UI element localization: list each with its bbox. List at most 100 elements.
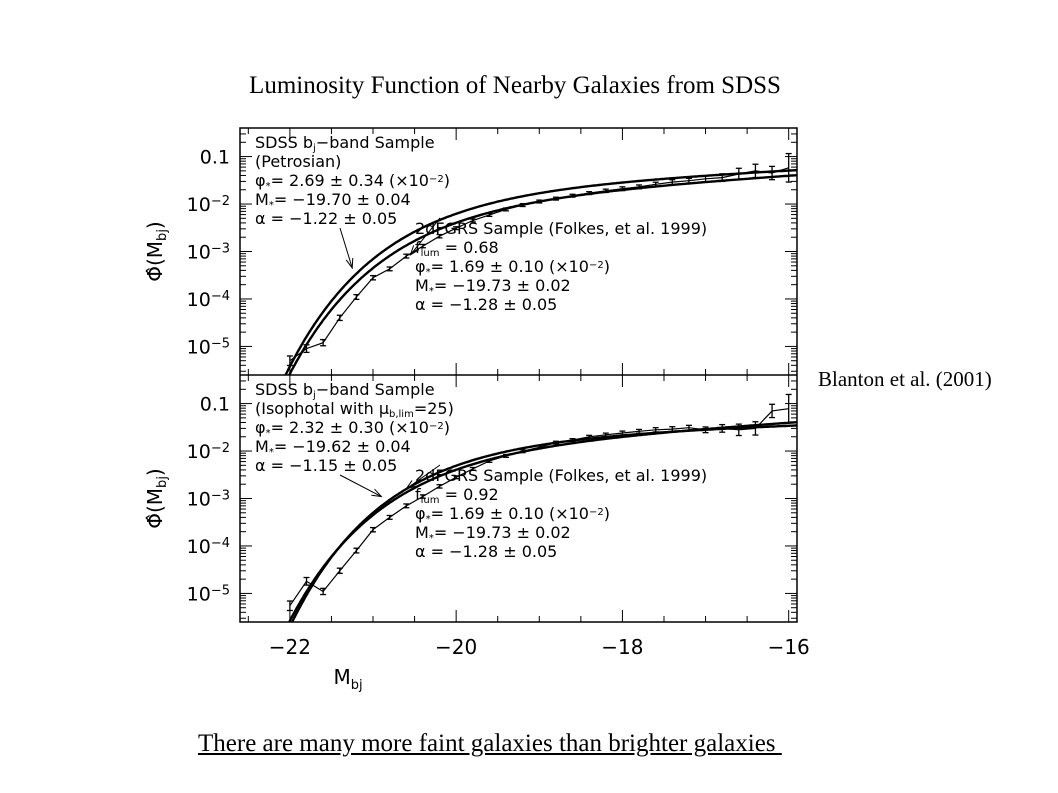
x-axis-label: Mbj bbox=[334, 665, 363, 693]
legend-line: flum = 0.68 bbox=[415, 238, 499, 259]
y-ticks-panel-1: 0.1 10−2 10−3 10−4 10−5 bbox=[187, 127, 797, 372]
legend-line: SDSS bj−band Sample bbox=[255, 380, 435, 401]
data-point bbox=[453, 226, 460, 231]
data-point bbox=[735, 423, 742, 437]
y-tick-label: 0.1 bbox=[200, 394, 230, 416]
legend-line: φ*= 2.32 ± 0.30 (×10−2) bbox=[255, 418, 450, 439]
data-point bbox=[685, 424, 692, 431]
slide-title: Luminosity Function of Nearby Galaxies f… bbox=[249, 72, 781, 99]
data-point bbox=[702, 175, 709, 183]
data-point bbox=[386, 514, 393, 520]
legend-line: φ*= 1.69 ± 0.10 (×10−2) bbox=[415, 504, 610, 525]
data-point bbox=[403, 503, 410, 509]
data-point bbox=[536, 199, 543, 204]
sdss-legend-arrow bbox=[339, 474, 383, 498]
x-tick-label: −22 bbox=[269, 635, 311, 659]
data-point bbox=[486, 458, 493, 463]
twodf-legend-arrow bbox=[409, 217, 441, 256]
data-point bbox=[685, 177, 692, 184]
arrow-head bbox=[371, 488, 383, 498]
y-tick-label: 10−3 bbox=[187, 242, 230, 264]
data-point bbox=[719, 173, 726, 183]
sdss-fit-legend: SDSS bj−band Sample(Petrosian)φ*= 2.69 ±… bbox=[255, 133, 450, 228]
data-point bbox=[569, 438, 576, 443]
data-point bbox=[719, 423, 726, 433]
y-ticks-panel-2: 0.1 10−2 10−3 10−4 10−5 bbox=[187, 374, 797, 619]
data-point bbox=[436, 233, 443, 239]
y-tick-label: 0.1 bbox=[200, 147, 230, 169]
axis-labels: Φ̂(Mbj) Φ̂(Mbj) −22 −20 −18 −16 Mbj bbox=[143, 221, 810, 692]
data-point bbox=[586, 434, 593, 439]
panel-2: 0.1 10−2 10−3 10−4 10−5 SDSS bj−band Sample(I… bbox=[187, 374, 797, 622]
citation: Blanton et al. (2001) bbox=[818, 367, 992, 391]
twodf-fit-legend: 2dFGRS Sample (Folkes, et al. 1999)flum … bbox=[415, 466, 707, 561]
arrow-head bbox=[405, 480, 417, 490]
y-tick-label: 10−4 bbox=[187, 289, 230, 311]
data-point bbox=[652, 181, 659, 188]
panel-1: 0.1 10−2 10−3 10−4 10−5 SDSS bj−band Sample(P… bbox=[187, 127, 797, 375]
data-point bbox=[419, 494, 426, 499]
data-point bbox=[602, 432, 609, 438]
data-point bbox=[503, 207, 510, 212]
data-point bbox=[536, 445, 543, 450]
data-point bbox=[353, 293, 360, 301]
data-point bbox=[336, 567, 343, 575]
data-point bbox=[636, 428, 643, 434]
legend-line: (Isophotal with μb,lim=25) bbox=[255, 399, 454, 420]
data-point bbox=[353, 547, 360, 554]
data-point bbox=[486, 212, 493, 217]
y-tick-label: 10−2 bbox=[187, 194, 230, 216]
data-point bbox=[702, 426, 709, 434]
x-ticks-panel-2 bbox=[247, 375, 790, 622]
data-point bbox=[785, 393, 792, 424]
data-point bbox=[320, 338, 327, 347]
legend-line: M*= −19.70 ± 0.04 bbox=[255, 190, 411, 211]
arrow-shaft bbox=[405, 464, 441, 490]
data-point bbox=[785, 152, 792, 183]
legend-line: SDSS bj−band Sample bbox=[255, 133, 435, 154]
data-point bbox=[552, 440, 559, 445]
data-point bbox=[303, 576, 310, 586]
arrow-head bbox=[345, 257, 354, 270]
data-point bbox=[769, 165, 776, 181]
data-point bbox=[752, 421, 759, 436]
arrow-shaft bbox=[410, 217, 441, 256]
data-point bbox=[286, 600, 293, 612]
data-point bbox=[752, 163, 759, 179]
legend-line: M*= −19.73 ± 0.02 bbox=[415, 276, 571, 297]
legend-line: 2dFGRS Sample (Folkes, et al. 1999) bbox=[415, 219, 707, 238]
legend-line: 2dFGRS Sample (Folkes, et al. 1999) bbox=[415, 466, 707, 485]
data-point bbox=[370, 274, 377, 281]
data-point bbox=[303, 344, 310, 354]
sdss-fit-legend: SDSS bj−band Sample(Isophotal with μb,li… bbox=[255, 380, 454, 475]
legend-line: φ*= 1.69 ± 0.10 (×10−2) bbox=[415, 257, 610, 278]
x-ticks-panel-1 bbox=[247, 128, 790, 375]
data-point bbox=[436, 484, 443, 489]
x-tick-label: −20 bbox=[435, 635, 477, 659]
data-point bbox=[636, 184, 643, 190]
data-point bbox=[586, 191, 593, 196]
sdss-legend-arrow bbox=[339, 227, 354, 270]
data-point bbox=[519, 449, 526, 454]
data-point bbox=[519, 203, 526, 208]
y-tick-label: 10−3 bbox=[187, 489, 230, 511]
data-point bbox=[469, 466, 476, 471]
legend-line: α = −1.22 ± 0.05 bbox=[255, 209, 397, 228]
x-tick-label: −16 bbox=[768, 635, 810, 659]
arrow-head bbox=[409, 245, 420, 256]
data-point bbox=[286, 355, 293, 367]
data-point bbox=[669, 426, 676, 433]
data-point bbox=[619, 430, 626, 436]
legend-line: φ*= 2.69 ± 0.34 (×10−2) bbox=[255, 171, 450, 192]
twodf-fit-legend: 2dFGRS Sample (Folkes, et al. 1999)flum … bbox=[415, 219, 707, 314]
y-tick-label: 10−4 bbox=[187, 536, 230, 558]
data-point bbox=[602, 188, 609, 194]
data-point bbox=[320, 587, 327, 596]
data-point bbox=[419, 243, 426, 249]
data-point bbox=[669, 179, 676, 186]
twodf-legend-arrow bbox=[405, 464, 441, 490]
data-point bbox=[619, 186, 626, 192]
data-point bbox=[386, 266, 393, 272]
legend-line: M*= −19.73 ± 0.02 bbox=[415, 523, 571, 544]
